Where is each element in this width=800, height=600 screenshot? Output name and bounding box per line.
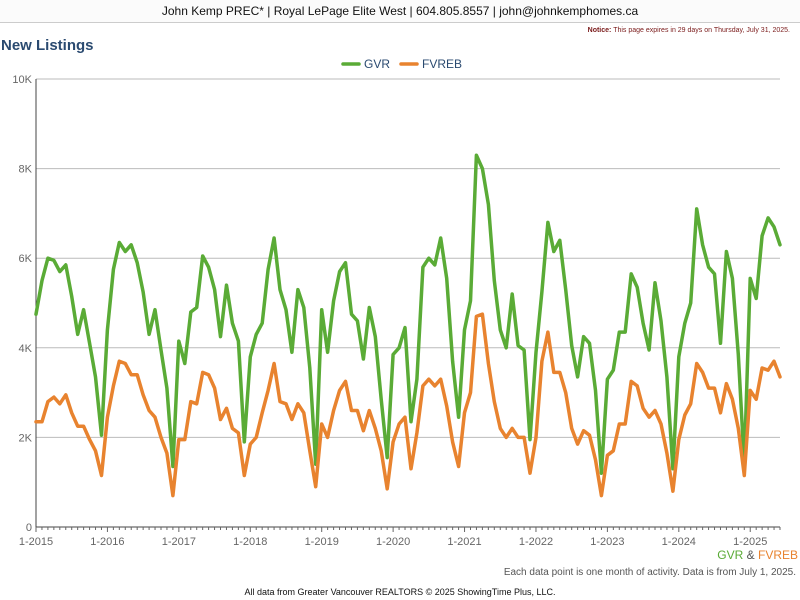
new-listings-chart: 0 2K 4K 6K 8K 10K 1-2015 1-2016 1-2017 1-2018 1-20…: [12, 57, 782, 548]
x-tick-label: 1-2022: [519, 536, 553, 548]
y-tick-label: 2K: [19, 432, 33, 444]
x-tick-label: 1-2025: [733, 536, 767, 548]
source-gvr: GVR: [717, 548, 744, 562]
header-bar: John Kemp PREC* | Royal LePage Elite Wes…: [0, 0, 800, 23]
notice-label: Notice:: [587, 27, 612, 34]
x-tick-label: 1-2019: [305, 536, 339, 548]
x-tick-label: 1-2015: [19, 536, 53, 548]
expiry-notice: Notice: This page expires in 29 days on …: [588, 27, 790, 34]
x-tick-label: 1-2018: [233, 536, 267, 548]
legend-label-gvr: GVR: [364, 57, 390, 71]
y-tick-label: 4K: [19, 343, 33, 355]
y-tick-label: 0: [26, 522, 32, 534]
y-tick-label: 6K: [19, 253, 33, 265]
source-label: GVR & FVREB: [717, 548, 798, 562]
legend-label-fvreb: FVREB: [422, 57, 462, 71]
source-amp: &: [743, 548, 758, 562]
y-tick-label: 8K: [19, 164, 33, 176]
footer-credit: All data from Greater Vancouver REALTORS…: [244, 587, 556, 597]
x-tick-label: 1-2017: [162, 536, 196, 548]
source-fvreb: FVREB: [757, 548, 798, 562]
x-tick-label: 1-2021: [447, 536, 481, 548]
x-tick-label: 1-2016: [90, 536, 124, 548]
agent-contact-line: John Kemp PREC* | Royal LePage Elite Wes…: [161, 4, 639, 18]
page-title: New Listings: [1, 37, 94, 54]
x-tick-label: 1-2023: [590, 536, 624, 548]
x-tick-label: 1-2024: [662, 536, 696, 548]
footer-note: Each data point is one month of activity…: [503, 567, 796, 578]
x-tick-label: 1-2020: [376, 536, 410, 548]
series-line-gvr: [34, 153, 782, 475]
series-line-fvreb: [34, 312, 782, 498]
notice-text: This page expires in 29 days on Thursday…: [613, 27, 790, 34]
y-tick-label: 10K: [12, 74, 32, 86]
